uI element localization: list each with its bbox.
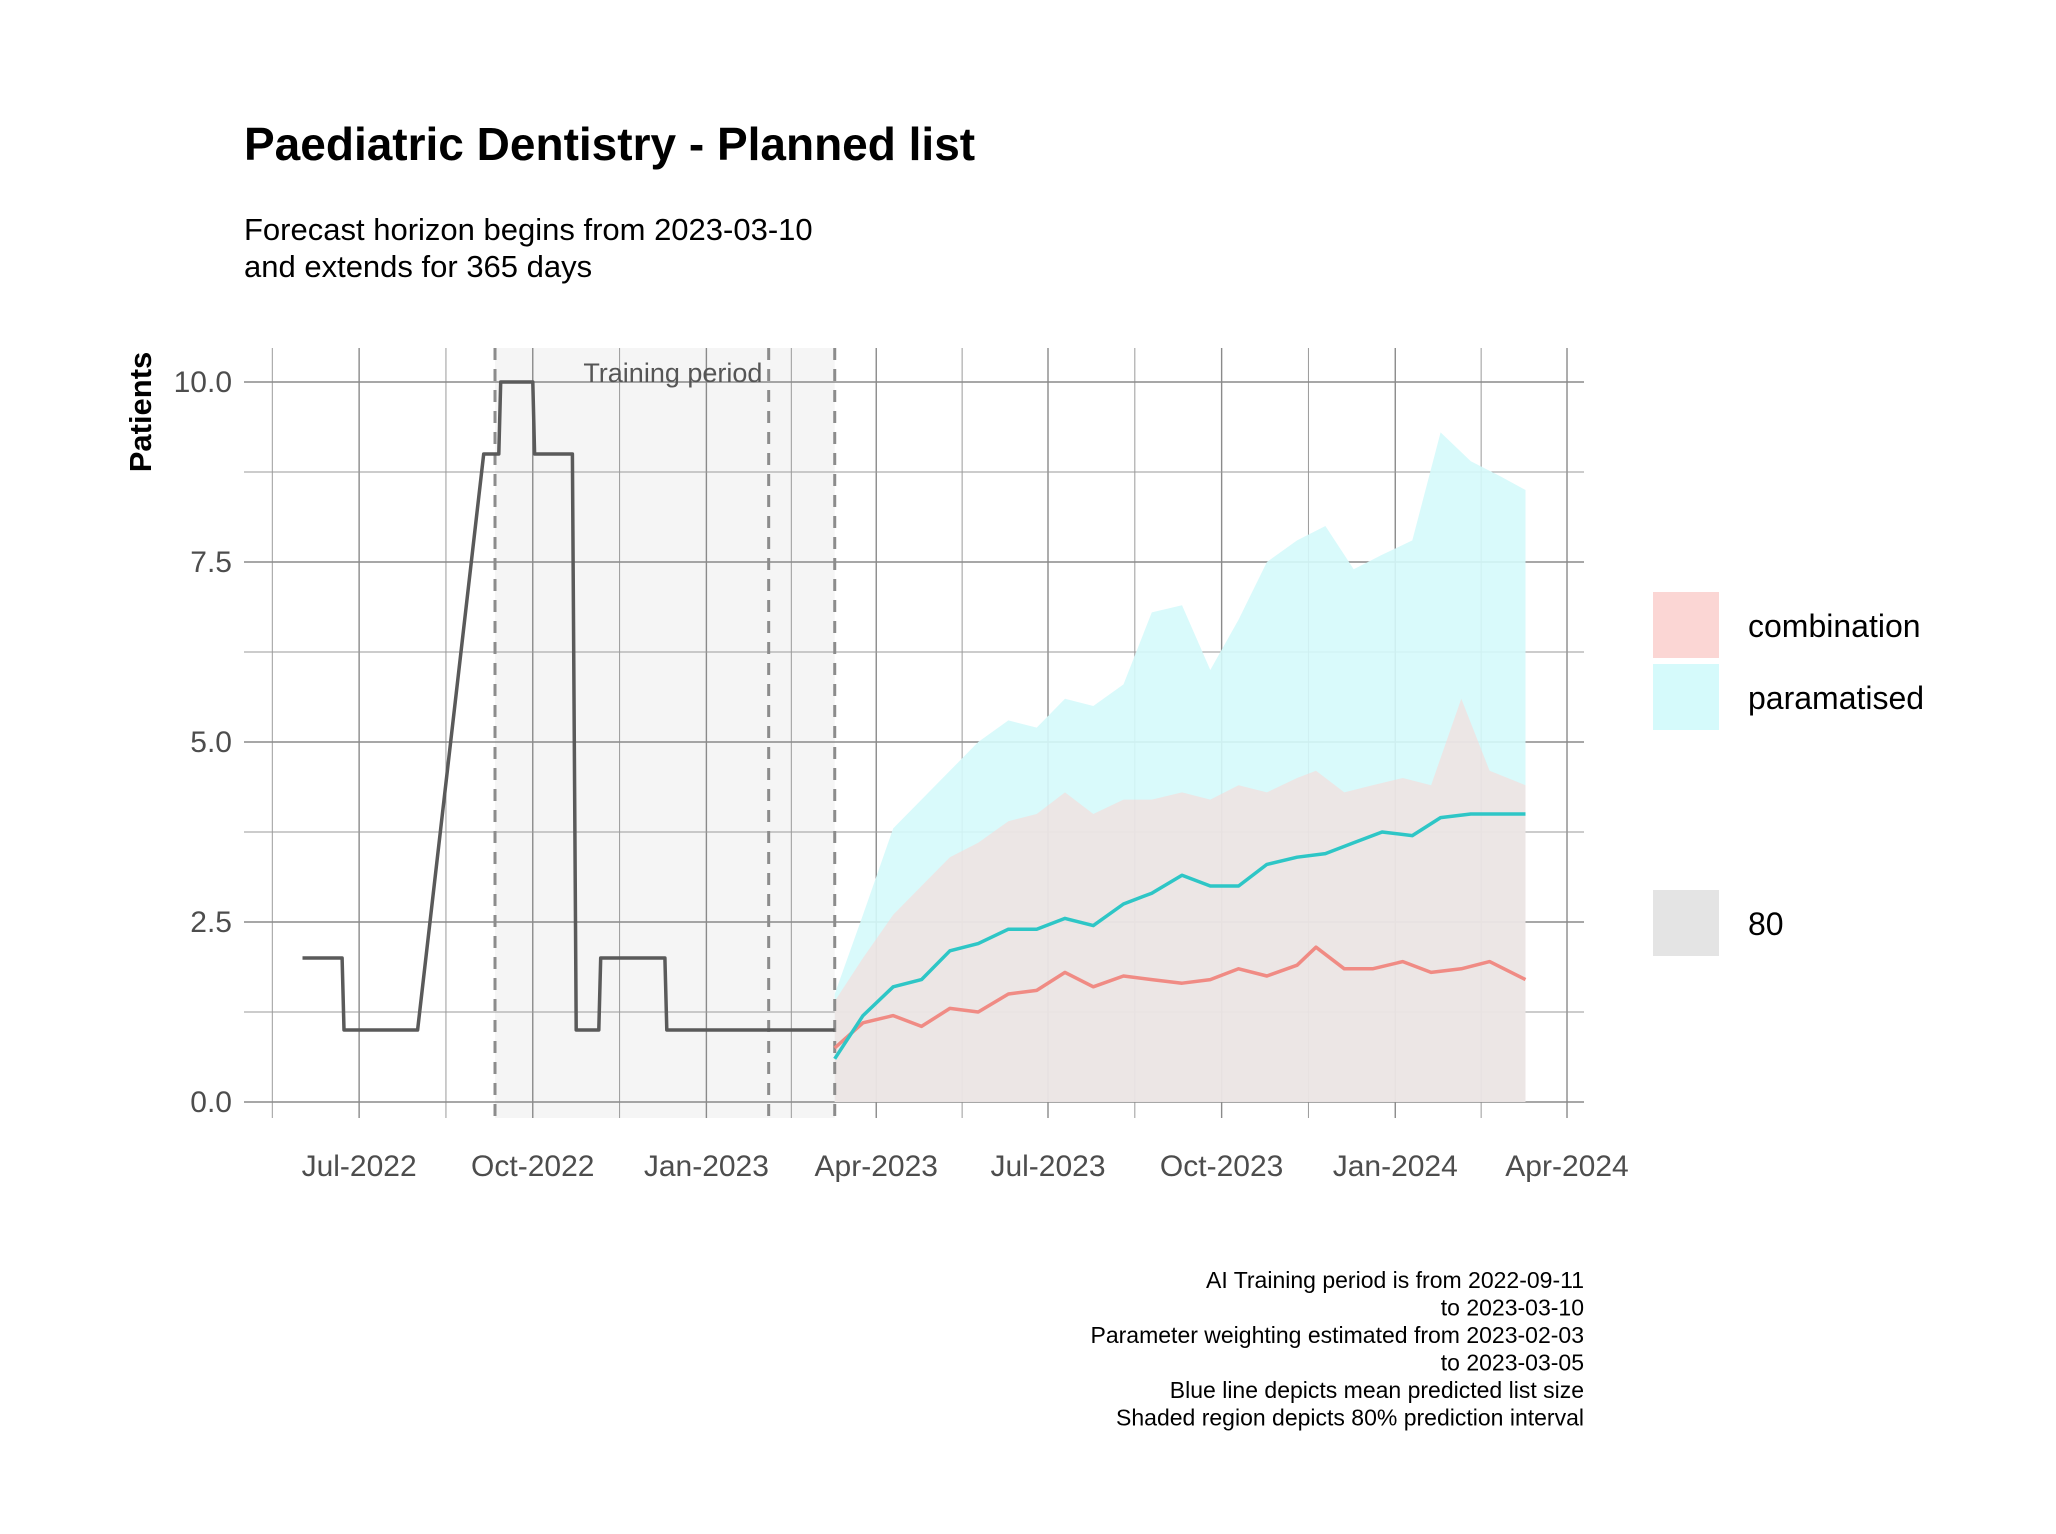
legend: combination paramatised 80 xyxy=(1653,592,1924,956)
legend-swatch-interval xyxy=(1653,890,1719,956)
y-axis-label: Patients xyxy=(123,352,158,473)
legend-swatch-combination xyxy=(1653,592,1719,658)
y-tick-label: 10.0 xyxy=(174,366,232,399)
legend-label-interval: 80 xyxy=(1748,906,1784,942)
legend-label-combination: combination xyxy=(1748,608,1921,644)
caption-line: AI Training period is from 2022-09-11 xyxy=(1206,1267,1584,1293)
caption-line: Parameter weighting estimated from 2023-… xyxy=(1091,1322,1584,1348)
caption: AI Training period is from 2022-09-11to … xyxy=(1091,1267,1584,1431)
combination-mean-line xyxy=(833,945,1527,1050)
legend-swatch-paramatised xyxy=(1653,664,1719,730)
legend-label-paramatised: paramatised xyxy=(1748,680,1924,716)
chart-subtitle-line-1: Forecast horizon begins from 2023-03-10 xyxy=(244,212,813,247)
caption-line: to 2023-03-05 xyxy=(1441,1350,1584,1376)
y-tick-label: 0.0 xyxy=(190,1086,232,1119)
training-period-label: Training period xyxy=(583,358,762,388)
paramatised-mean-line xyxy=(833,812,1526,1060)
x-tick-label: Apr-2024 xyxy=(1505,1150,1628,1183)
x-tick-label: Oct-2023 xyxy=(1160,1150,1283,1183)
combination-interval-ribbon xyxy=(834,698,1526,1102)
caption-line: to 2023-03-10 xyxy=(1441,1295,1584,1321)
y-tick-label: 5.0 xyxy=(190,726,232,759)
caption-line: Blue line depicts mean predicted list si… xyxy=(1170,1377,1584,1403)
x-tick-label: Jul-2022 xyxy=(302,1150,417,1183)
caption-line: Shaded region depicts 80% prediction int… xyxy=(1116,1405,1584,1431)
x-tick-label: Jan-2023 xyxy=(644,1150,769,1183)
x-tick-label: Oct-2022 xyxy=(471,1150,594,1183)
history-line xyxy=(302,380,835,1032)
x-tick-label: Jul-2023 xyxy=(990,1150,1105,1183)
x-tick-label: Jan-2024 xyxy=(1333,1150,1458,1183)
chart-title: Paediatric Dentistry - Planned list xyxy=(244,118,975,170)
y-tick-label: 2.5 xyxy=(190,906,232,939)
plot-panel: Training period 0.0 2.5 5.0 7.5 10.0 Jul-2022 O… xyxy=(174,348,1629,1183)
y-tick-label: 7.5 xyxy=(190,546,232,579)
x-tick-label: Apr-2023 xyxy=(815,1150,938,1183)
chart-subtitle-line-2: and extends for 365 days xyxy=(244,249,592,284)
